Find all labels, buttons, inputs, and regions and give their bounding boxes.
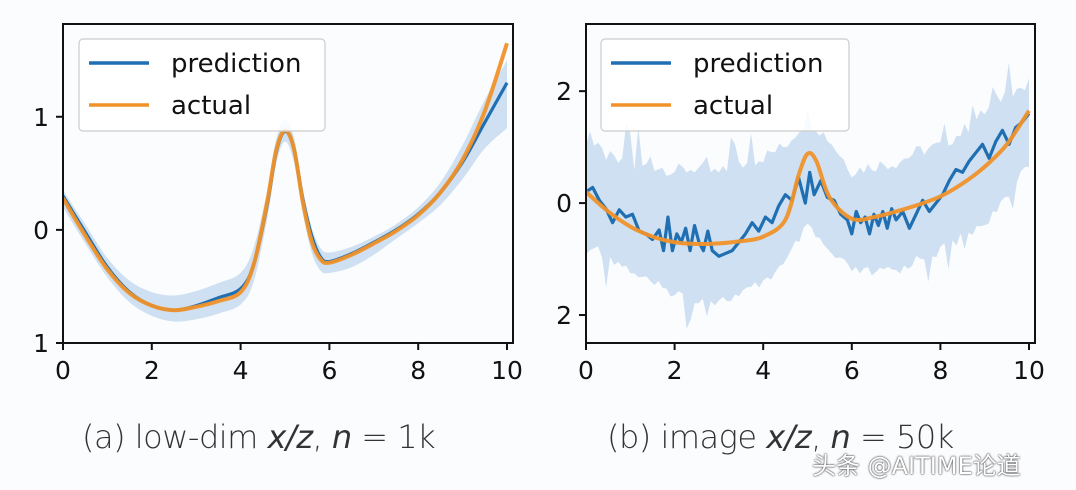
- caption-a-variable: x/z: [267, 418, 313, 456]
- y-tick-label: 2: [556, 77, 572, 106]
- x-tick-label: 0: [578, 356, 594, 385]
- x-tick-label: 6: [844, 356, 860, 385]
- legend-label-prediction: prediction: [171, 49, 301, 79]
- caption-b-n: n: [830, 418, 851, 456]
- caption-b-suffix: = 50k: [850, 418, 954, 456]
- watermark: 头条 @AITIME论道: [812, 452, 1021, 480]
- x-tick-label: 4: [755, 356, 771, 385]
- legend-label-actual: actual: [171, 91, 251, 121]
- plot-area-b: [586, 62, 1031, 329]
- caption-a-n: n: [331, 418, 352, 456]
- x-tick-label: 4: [233, 356, 249, 385]
- caption-b: (b) image x/z, n = 50k: [607, 418, 954, 456]
- x-tick-label: 6: [321, 356, 337, 385]
- x-tick-label: 10: [1013, 356, 1045, 385]
- legend-a: prediction actual: [78, 38, 326, 132]
- caption-a-suffix: = 1k: [351, 418, 436, 456]
- caption-a-prefix: (a) low-dim: [82, 418, 268, 456]
- axes-frame-a: [62, 23, 514, 344]
- y-tick-label: 1: [33, 103, 49, 132]
- x-tick-label: 2: [667, 356, 683, 385]
- x-tick-label: 8: [410, 356, 426, 385]
- x-tick-label: 8: [932, 356, 948, 385]
- y-tick-label: 2: [556, 301, 572, 330]
- caption-a: (a) low-dim x/z, n = 1k: [82, 418, 436, 456]
- axes-frame-b: [585, 23, 1036, 344]
- legend-label-prediction: prediction: [693, 49, 823, 79]
- y-tick-label: 0: [556, 189, 572, 218]
- caption-b-prefix: (b) image: [607, 418, 767, 456]
- x-tick-label: 10: [491, 356, 523, 385]
- prediction-line-b: [586, 112, 1031, 258]
- caption-b-separator: ,: [811, 418, 831, 456]
- legend-label-actual: actual: [693, 91, 773, 121]
- caption-a-separator: ,: [312, 418, 332, 456]
- y-tick-label: 0: [33, 216, 49, 245]
- legend-b: prediction actual: [600, 38, 850, 132]
- y-tick-label: 1: [33, 329, 49, 358]
- x-tick-label: 0: [55, 356, 71, 385]
- x-tick-label: 2: [144, 356, 160, 385]
- caption-b-variable: x/z: [766, 418, 812, 456]
